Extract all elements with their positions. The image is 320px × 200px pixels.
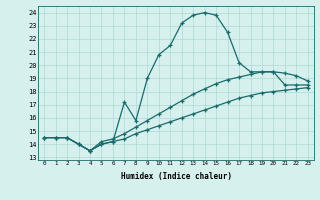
X-axis label: Humidex (Indice chaleur): Humidex (Indice chaleur) (121, 172, 231, 181)
